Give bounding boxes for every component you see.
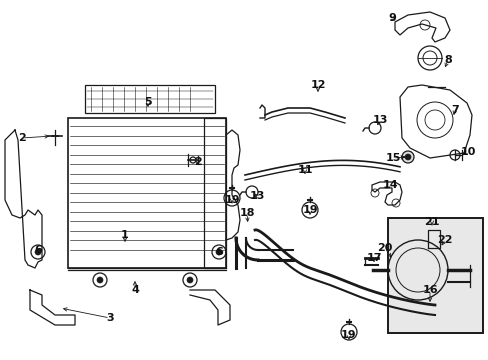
Text: 16: 16 bbox=[421, 285, 437, 295]
Text: 18: 18 bbox=[239, 208, 254, 218]
Text: 13: 13 bbox=[249, 191, 264, 201]
Text: 6: 6 bbox=[34, 245, 42, 255]
Text: 2: 2 bbox=[18, 133, 26, 143]
Text: 13: 13 bbox=[371, 115, 387, 125]
Circle shape bbox=[186, 277, 193, 283]
Circle shape bbox=[97, 277, 103, 283]
Circle shape bbox=[404, 154, 410, 160]
Circle shape bbox=[216, 249, 222, 255]
Text: 7: 7 bbox=[450, 105, 458, 115]
Text: 10: 10 bbox=[459, 147, 475, 157]
Text: 9: 9 bbox=[387, 13, 395, 23]
Text: 17: 17 bbox=[366, 253, 381, 263]
Bar bbox=[85, 85, 215, 113]
Bar bbox=[203, 118, 225, 268]
Text: 3: 3 bbox=[106, 313, 114, 323]
Text: 5: 5 bbox=[144, 97, 151, 107]
Text: 19: 19 bbox=[302, 205, 317, 215]
Text: 4: 4 bbox=[131, 285, 139, 295]
Text: 1: 1 bbox=[121, 230, 129, 240]
Circle shape bbox=[401, 151, 413, 163]
Text: 14: 14 bbox=[382, 180, 397, 190]
Text: 6: 6 bbox=[215, 247, 223, 257]
Circle shape bbox=[35, 249, 41, 255]
Bar bbox=[387, 218, 482, 333]
Bar bbox=[68, 118, 225, 268]
Text: 20: 20 bbox=[377, 243, 392, 253]
Text: 19: 19 bbox=[224, 195, 239, 205]
Text: 8: 8 bbox=[443, 55, 451, 65]
Text: 11: 11 bbox=[297, 165, 312, 175]
Text: 2: 2 bbox=[194, 157, 202, 167]
Text: 12: 12 bbox=[309, 80, 325, 90]
Text: 22: 22 bbox=[436, 235, 452, 245]
Text: 15: 15 bbox=[385, 153, 400, 163]
Text: 19: 19 bbox=[341, 330, 356, 340]
Text: 21: 21 bbox=[424, 217, 439, 227]
